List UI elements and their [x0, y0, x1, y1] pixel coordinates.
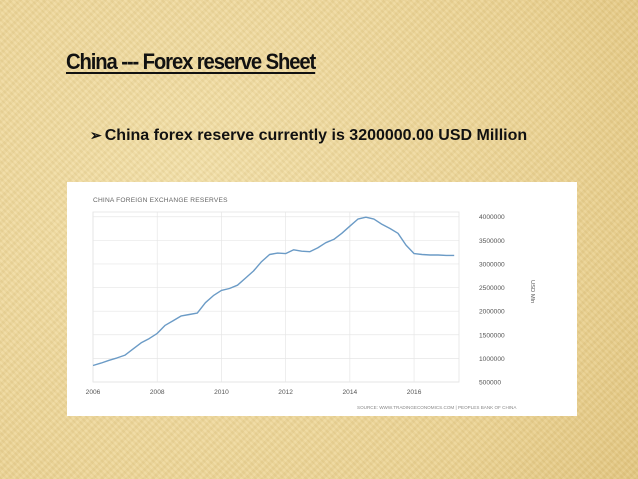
- y-axis-label: USD Mln: [529, 280, 535, 303]
- y-tick-label: 3000000: [479, 261, 505, 268]
- x-tick-label: 2012: [278, 389, 293, 396]
- forex-reserve-chart: CHINA FOREIGN EXCHANGE RESERVES 500000 10…: [86, 197, 535, 410]
- y-tick-label: 1000000: [479, 356, 505, 363]
- y-tick-label: 2500000: [479, 285, 505, 292]
- y-tick-label: 3500000: [479, 238, 505, 245]
- y-tick-label: 1500000: [479, 332, 505, 339]
- chart-title: CHINA FOREIGN EXCHANGE RESERVES: [93, 197, 228, 204]
- series-line-forex-reserves: [92, 216, 455, 367]
- slide-title: China --- Forex reserve Sheet: [66, 49, 316, 74]
- x-tick-label: 2010: [214, 389, 229, 396]
- plot-frame: [92, 211, 460, 383]
- chart-source: SOURCE: WWW.TRADINGECONOMICS.COM | PEOPL…: [357, 405, 517, 410]
- x-tick-label: 2008: [150, 389, 165, 396]
- tick-labels: 500000 1000000 1500000 2000000 2500000 300000…: [86, 214, 505, 396]
- x-tick-label: 2016: [407, 389, 422, 396]
- y-tick-label: 500000: [479, 380, 501, 387]
- y-tick-label: 4000000: [479, 214, 505, 221]
- bullet-text: China forex reserve currently is 3200000…: [104, 127, 528, 144]
- x-tick-label: 2014: [343, 389, 358, 396]
- grid-lines: [92, 211, 460, 383]
- y-tick-label: 2000000: [479, 309, 505, 316]
- bullet-point: ➢ China forex reserve currently is 320000…: [90, 127, 527, 145]
- arrow-bullet-icon: ➢: [90, 127, 102, 143]
- x-tick-label: 2006: [86, 389, 101, 396]
- chart-panel: CHINA FOREIGN EXCHANGE RESERVES 500000 10…: [67, 182, 577, 416]
